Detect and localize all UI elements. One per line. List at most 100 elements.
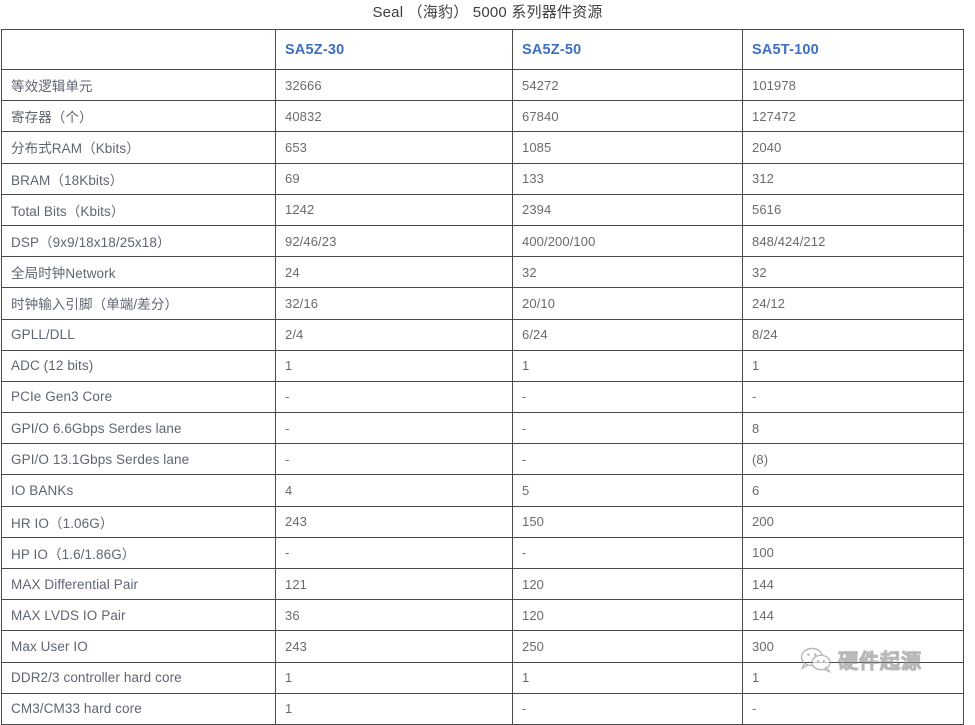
- table-row: GPI/O 13.1Gbps Serdes lane - - (8): [1, 443, 964, 476]
- row-value: 144: [742, 567, 964, 601]
- table-row: MAX Differential Pair 121 120 144: [1, 567, 964, 601]
- table-row: MAX LVDS IO Pair 36 120 144: [1, 599, 964, 632]
- row-value: 1: [742, 661, 964, 694]
- row-value: 5: [512, 474, 743, 507]
- row-label: GPI/O 6.6Gbps Serdes lane: [1, 412, 276, 445]
- row-value: 121: [275, 567, 513, 601]
- row-value: 100: [742, 536, 964, 570]
- row-value: 1: [275, 349, 513, 382]
- row-value: -: [512, 443, 743, 476]
- row-label: PCIe Gen3 Core: [1, 380, 276, 414]
- row-label: 时钟输入引脚（单端/差分）: [1, 287, 276, 320]
- row-value: 1242: [275, 193, 513, 226]
- row-value: -: [275, 380, 513, 414]
- row-value: 32: [512, 256, 743, 289]
- page-title: Seal （海豹） 5000 系列器件资源: [372, 4, 603, 21]
- row-value: 24: [275, 256, 513, 289]
- column-header-sa5t-100: SA5T-100: [742, 29, 964, 70]
- row-label: Max User IO: [1, 630, 276, 663]
- row-value: 5616: [742, 193, 964, 226]
- table-row: PCIe Gen3 Core - - -: [1, 380, 964, 414]
- row-label: CM3/CM33 hard core: [1, 692, 276, 725]
- row-label: BRAM（18Kbits）: [1, 162, 276, 195]
- table-row: BRAM（18Kbits） 69 133 312: [1, 162, 964, 195]
- table-row: 寄存器（个） 40832 67840 127472: [1, 100, 964, 133]
- row-value: 20/10: [512, 287, 743, 320]
- table-row: 时钟输入引脚（单端/差分） 32/16 20/10 24/12: [1, 287, 964, 320]
- table-row: IO BANKs 4 5 6: [1, 474, 964, 507]
- row-label: 寄存器（个）: [1, 100, 276, 133]
- row-value: 400/200/100: [512, 224, 743, 258]
- row-label: DDR2/3 controller hard core: [1, 661, 276, 694]
- row-value: 133: [512, 162, 743, 195]
- row-value: 300: [742, 630, 964, 663]
- row-label: GPLL/DLL: [1, 318, 276, 351]
- row-value: 2394: [512, 193, 743, 226]
- row-value: (8): [742, 443, 964, 476]
- table-row: CM3/CM33 hard core 1- -: [1, 692, 964, 725]
- row-value: 1: [275, 692, 513, 725]
- spec-table-container: SA5Z-30 SA5Z-50 SA5T-100 等效逻辑单元 32666 5427…: [1, 29, 964, 725]
- row-value: 101978: [742, 68, 964, 102]
- column-header-sa5z-30: SA5Z-30: [275, 29, 513, 70]
- table-body: 等效逻辑单元 32666 54272 101978 寄存器（个） 40832 67840 12…: [1, 68, 964, 725]
- row-value: 6/24: [512, 318, 743, 351]
- row-value: 24/12: [742, 287, 964, 320]
- column-header-sa5z-50: SA5Z-50: [512, 29, 743, 70]
- device-resources-table: SA5Z-30 SA5Z-50 SA5T-100 等效逻辑单元 32666 5427…: [1, 29, 964, 725]
- row-value: 1085: [512, 131, 743, 164]
- row-value: 54272: [512, 68, 743, 102]
- row-label: DSP（9x9/18x18/25x18）: [1, 224, 276, 258]
- row-value: -: [512, 692, 743, 725]
- row-value: 243: [275, 505, 513, 538]
- table-row: GPI/O 6.6Gbps Serdes lane - -8: [1, 412, 964, 445]
- row-value: 1: [512, 349, 743, 382]
- row-value: 2/4: [275, 318, 513, 351]
- row-value: 32: [742, 256, 964, 289]
- row-value: 653: [275, 131, 513, 164]
- table-header-row: SA5Z-30 SA5Z-50 SA5T-100: [1, 29, 964, 70]
- table-row: DDR2/3 controller hard core 1 1 1: [1, 661, 964, 694]
- row-value: 1: [512, 661, 743, 694]
- row-value: -: [512, 412, 743, 445]
- row-value: 144: [742, 599, 964, 632]
- row-value: -: [512, 380, 743, 414]
- row-value: 848/424/212: [742, 224, 964, 258]
- row-value: -: [742, 380, 964, 414]
- column-header-blank: [1, 29, 276, 70]
- row-value: 1: [742, 349, 964, 382]
- row-label: IO BANKs: [1, 474, 276, 507]
- row-value: -: [275, 443, 513, 476]
- row-value: 127472: [742, 100, 964, 133]
- row-value: 4: [275, 474, 513, 507]
- table-row: 等效逻辑单元 32666 54272 101978: [1, 68, 964, 102]
- row-value: 243: [275, 630, 513, 663]
- row-label: GPI/O 13.1Gbps Serdes lane: [1, 443, 276, 476]
- row-value: 32666: [275, 68, 513, 102]
- table-row: Total Bits（Kbits） 1242 2394 5616: [1, 193, 964, 226]
- table-header: SA5Z-30 SA5Z-50 SA5T-100: [1, 29, 964, 70]
- row-value: -: [742, 692, 964, 725]
- row-value: 69: [275, 162, 513, 195]
- table-row: GPLL/DLL 2/4 6/24 8/24: [1, 318, 964, 351]
- table-row: Max User IO 243 250 300: [1, 630, 964, 663]
- row-value: -: [275, 412, 513, 445]
- table-row: 全局时钟Network 24 32 32: [1, 256, 964, 289]
- row-value: 6: [742, 474, 964, 507]
- table-row: 分布式RAM（Kbits） 653 1085 2040: [1, 131, 964, 164]
- row-value: 120: [512, 567, 743, 601]
- page-root: Seal （海豹） 5000 系列器件资源 SA5Z-30 SA5Z-50 SA…: [1, 4, 964, 725]
- row-value: -: [512, 536, 743, 570]
- row-value: 2040: [742, 131, 964, 164]
- row-value: 92/46/23: [275, 224, 513, 258]
- row-label: HP IO（1.6/1.86G）: [1, 536, 276, 570]
- row-value: 32/16: [275, 287, 513, 320]
- row-label: Total Bits（Kbits）: [1, 193, 276, 226]
- row-value: 1: [275, 661, 513, 694]
- row-label: 分布式RAM（Kbits）: [1, 131, 276, 164]
- row-label: 全局时钟Network: [1, 256, 276, 289]
- row-value: 36: [275, 599, 513, 632]
- row-label: MAX Differential Pair: [1, 567, 276, 601]
- table-row: DSP（9x9/18x18/25x18） 92/46/23 400/200/100 8…: [1, 224, 964, 258]
- row-value: 67840: [512, 100, 743, 133]
